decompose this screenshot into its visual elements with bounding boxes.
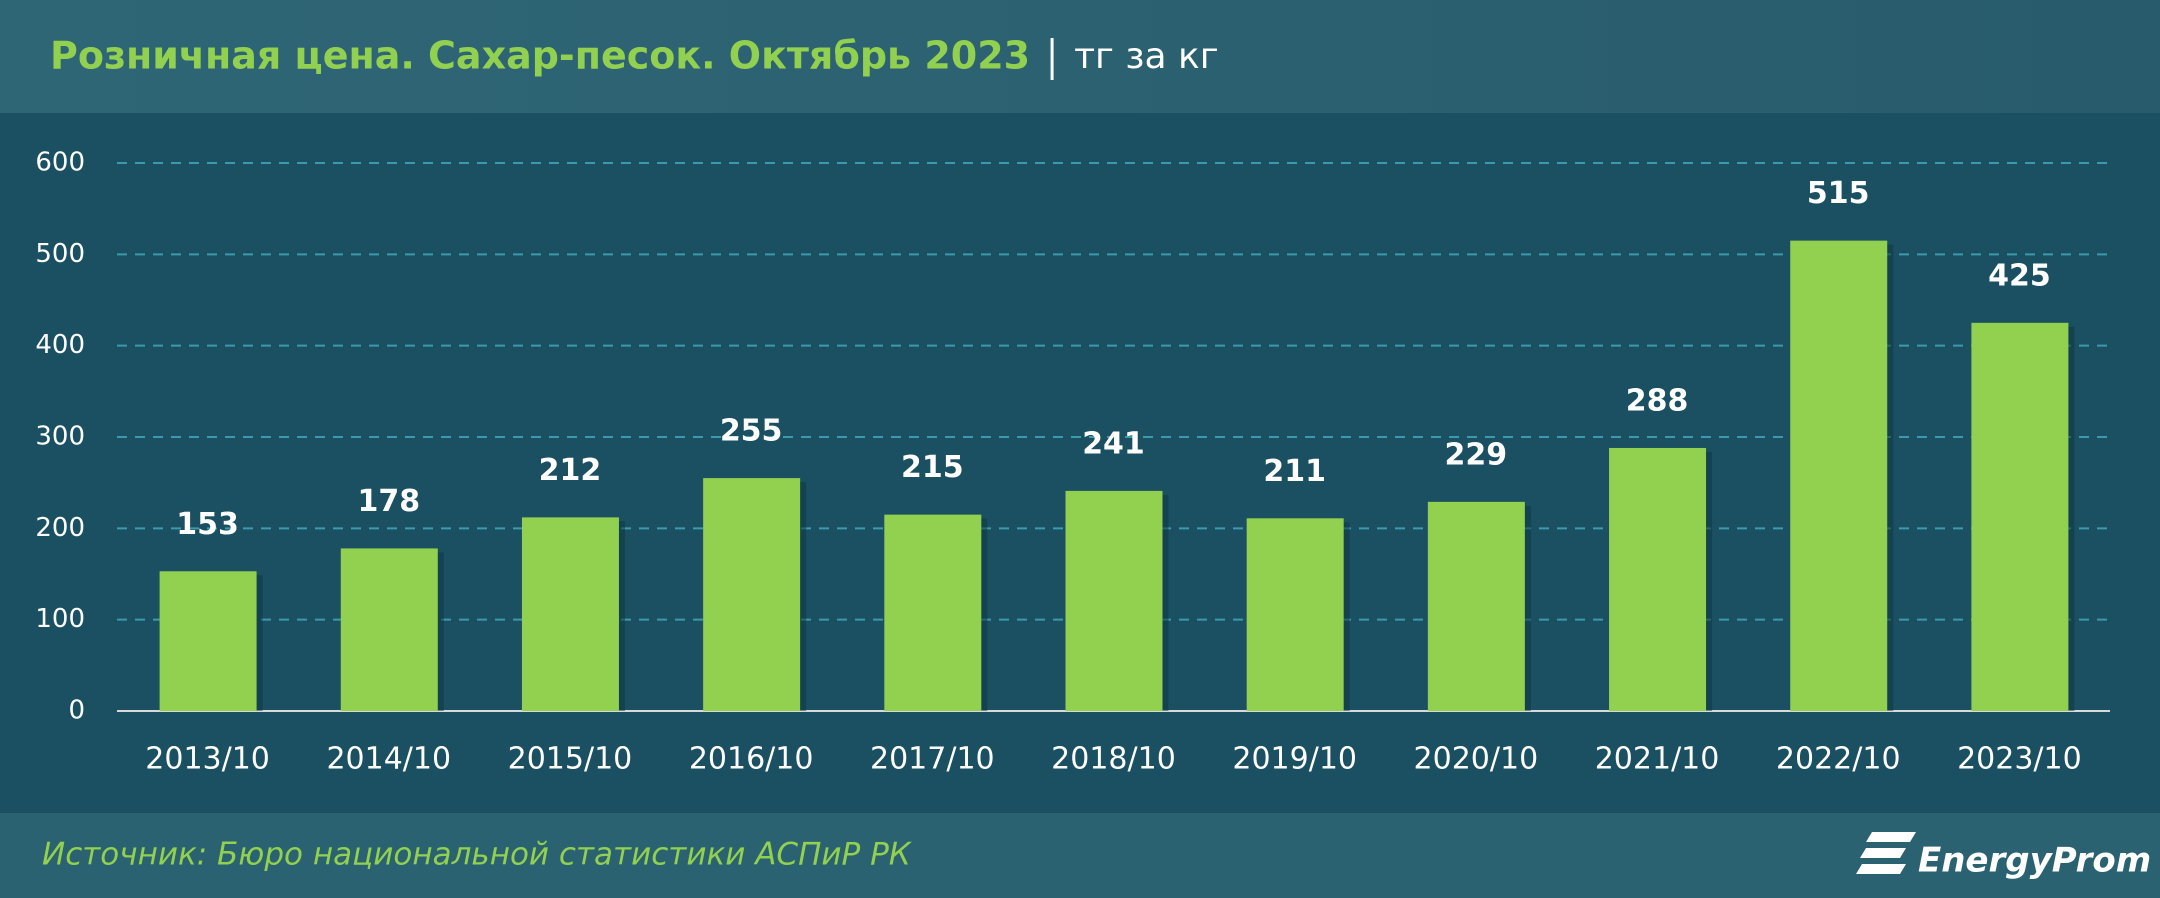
- y-tick-label: 400: [35, 330, 85, 360]
- bar: [1790, 240, 1888, 711]
- y-tick-label: 200: [35, 513, 85, 543]
- value-label: 229: [1445, 437, 1508, 472]
- y-tick-label: 500: [35, 239, 85, 269]
- x-tick-label: 2022/10: [1776, 742, 1901, 777]
- value-label: 211: [1263, 454, 1326, 489]
- x-tick-label: 2014/10: [326, 742, 451, 777]
- x-tick-label: 2021/10: [1595, 742, 1720, 777]
- bar: [1065, 490, 1163, 711]
- y-tick-label: 0: [68, 696, 85, 726]
- chart-title: Розничная цена. Сахар-песок. Октябрь 202…: [50, 34, 1030, 78]
- bar: [1971, 322, 2069, 711]
- bar: [521, 517, 619, 711]
- logo: EnergyProm: [1918, 841, 2151, 881]
- x-tick-label: 2020/10: [1414, 742, 1539, 777]
- bar: [884, 514, 982, 711]
- bar: [1609, 447, 1707, 711]
- value-label: 178: [357, 484, 420, 519]
- value-label: 215: [901, 450, 964, 485]
- logo-icon: [1856, 832, 1916, 874]
- footer: [0, 813, 2160, 898]
- y-tick-label: 300: [35, 422, 85, 452]
- value-label: 212: [539, 453, 602, 488]
- bar: [703, 478, 801, 711]
- x-tick-label: 2017/10: [870, 742, 995, 777]
- x-tick-label: 2015/10: [508, 742, 633, 777]
- chart-unit: тг за кг: [1074, 36, 1219, 77]
- value-label: 288: [1626, 383, 1689, 418]
- x-tick-label: 2023/10: [1957, 742, 2082, 777]
- x-tick-label: 2013/10: [145, 742, 270, 777]
- value-label: 241: [1082, 426, 1145, 461]
- value-label: 255: [720, 414, 783, 449]
- header: [0, 0, 2160, 113]
- bar: [159, 571, 257, 711]
- y-tick-label: 600: [35, 148, 85, 178]
- x-tick-label: 2018/10: [1051, 742, 1176, 777]
- x-tick-label: 2019/10: [1232, 742, 1357, 777]
- bar: [340, 548, 438, 711]
- value-label: 515: [1807, 176, 1870, 211]
- x-tick-label: 2016/10: [689, 742, 814, 777]
- y-tick-label: 100: [35, 604, 85, 634]
- value-label: 425: [1988, 258, 2051, 293]
- bar: [1427, 501, 1525, 711]
- value-label: 153: [176, 507, 239, 542]
- source: Источник: Бюро национальной статистики А…: [42, 837, 913, 873]
- bar: [1246, 518, 1344, 711]
